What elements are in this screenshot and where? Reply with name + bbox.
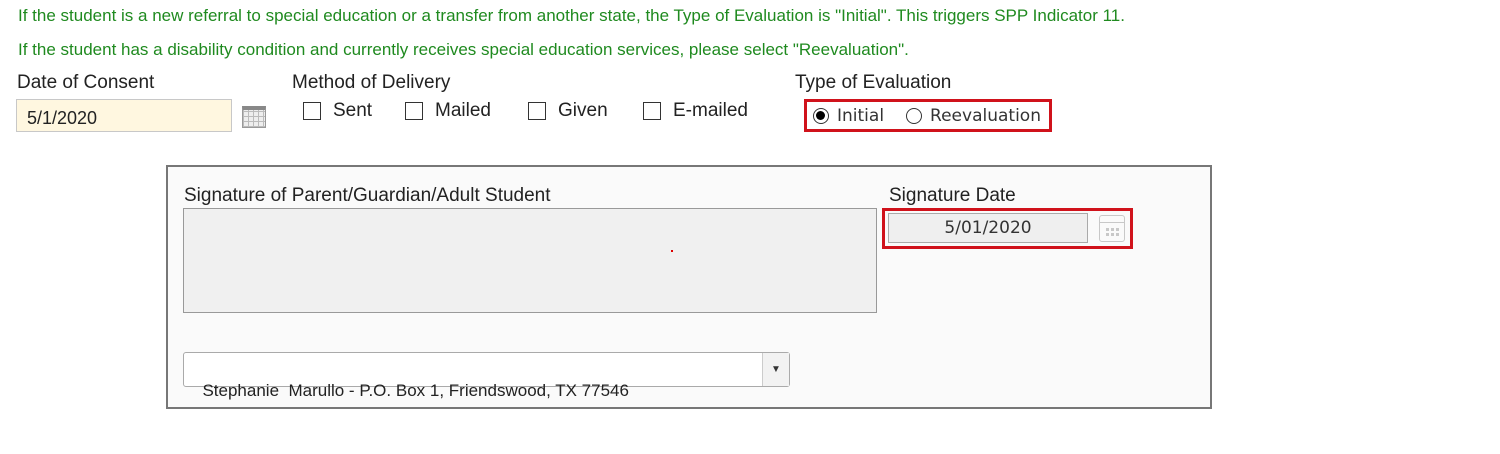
checkbox-label: Mailed [435, 100, 491, 121]
parent-guardian-select[interactable]: Stephanie Marullo - P.O. Box 1, Friendsw… [183, 352, 790, 400]
signature-date-highlight [882, 208, 1133, 249]
date-of-consent-label: Date of Consent [17, 72, 155, 93]
checkbox-label: Sent [333, 100, 373, 121]
method-of-delivery-label: Method of Delivery [292, 72, 451, 93]
checkbox-given[interactable]: Given [528, 100, 608, 122]
type-of-evaluation-radio-group: Initial Reevaluation [804, 99, 1052, 132]
checkbox-box[interactable] [643, 102, 661, 120]
chevron-down-icon[interactable]: ▼ [762, 353, 789, 386]
checkbox-label: Given [558, 100, 608, 121]
signature-date-label: Signature Date [889, 185, 1016, 206]
signature-label: Signature of Parent/Guardian/Adult Stude… [184, 185, 551, 206]
radio-reevaluation[interactable] [906, 107, 923, 124]
calendar-icon[interactable] [1099, 215, 1125, 242]
type-of-evaluation-label: Type of Evaluation [795, 72, 952, 93]
signature-date-input[interactable]: 5/01/2020 [888, 213, 1088, 243]
signature-mark [671, 250, 673, 252]
date-of-consent-input[interactable]: 5/1/2020 [16, 99, 232, 132]
checkbox-emailed[interactable]: E-mailed [643, 100, 748, 122]
parent-guardian-select-value: Stephanie Marullo - P.O. Box 1, Friendsw… [202, 381, 629, 400]
calendar-icon[interactable] [242, 106, 266, 128]
radio-reevaluation-label: Reevaluation [930, 105, 1041, 126]
signature-pad[interactable] [183, 208, 877, 313]
checkbox-box[interactable] [303, 102, 321, 120]
checkbox-mailed[interactable]: Mailed [405, 100, 491, 122]
checkbox-sent[interactable]: Sent [303, 100, 372, 122]
radio-initial-label: Initial [837, 105, 885, 126]
checkbox-label: E-mailed [673, 100, 748, 121]
checkbox-box[interactable] [528, 102, 546, 120]
instruction-reevaluation: If the student has a disability conditio… [18, 40, 909, 59]
checkbox-box[interactable] [405, 102, 423, 120]
radio-initial[interactable] [813, 107, 829, 124]
instruction-initial: If the student is a new referral to spec… [18, 6, 1125, 25]
